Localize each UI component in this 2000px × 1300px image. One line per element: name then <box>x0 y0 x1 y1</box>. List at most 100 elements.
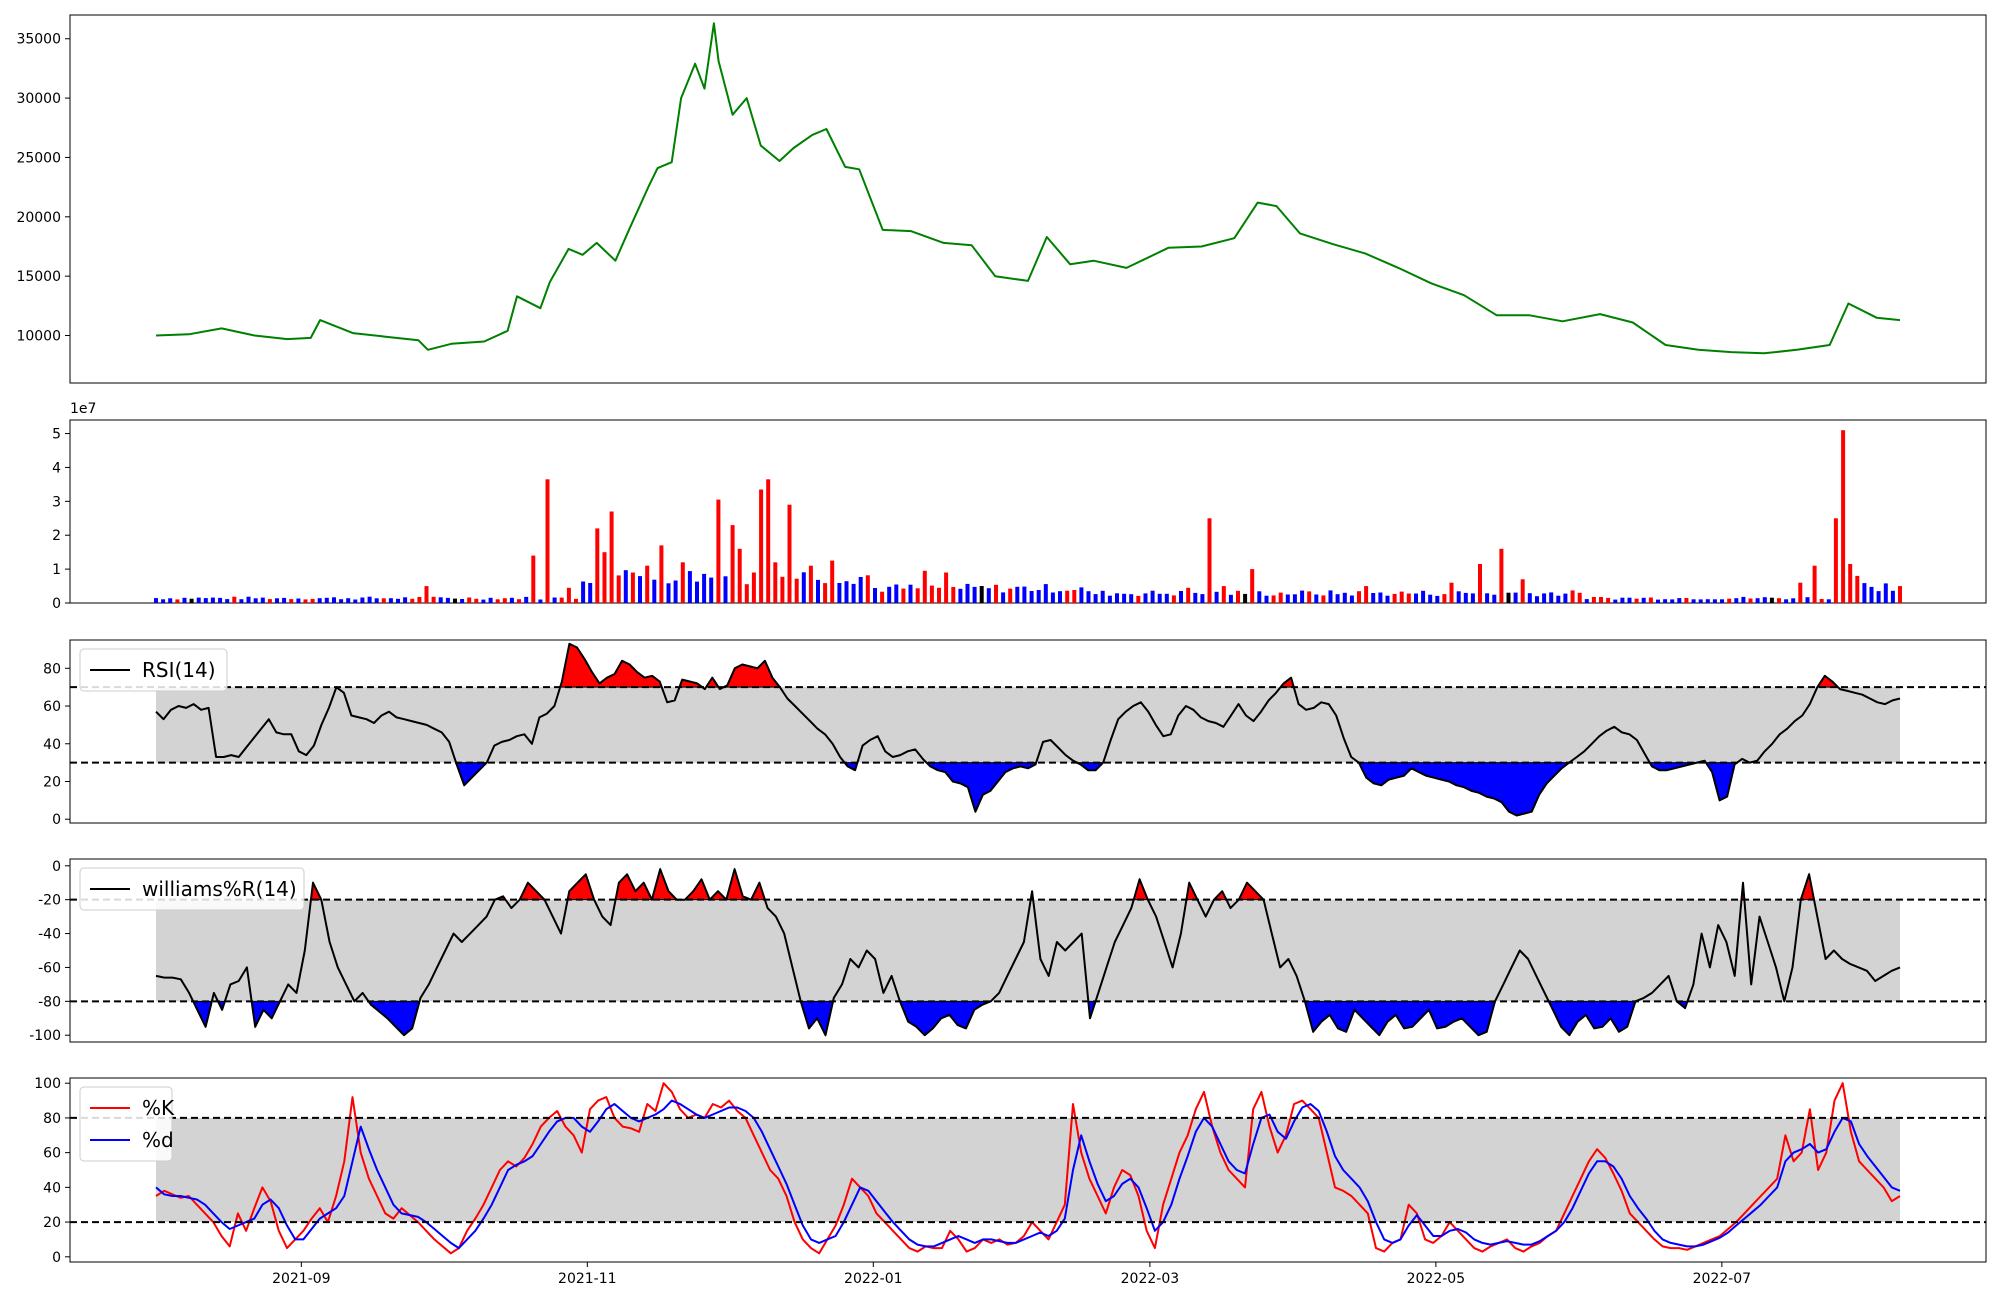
volume-bar <box>353 599 358 603</box>
legend-label: williams%R(14) <box>142 877 297 901</box>
volume-bar <box>210 597 215 603</box>
volume-bar <box>531 555 536 603</box>
y-tick-label: -40 <box>38 927 61 943</box>
volume-bar <box>1421 590 1426 603</box>
volume-bar <box>773 562 778 603</box>
volume-bar <box>1107 595 1112 603</box>
volume-bar <box>1428 594 1433 603</box>
volume-bar <box>154 598 158 603</box>
volume-bar <box>595 528 600 603</box>
volume-bar <box>545 479 550 603</box>
volume-bar <box>1221 586 1226 603</box>
williams-oversold-fill <box>1304 1000 1496 1037</box>
volume-bar <box>374 598 379 603</box>
volume-bar <box>1257 591 1262 603</box>
volume-bar <box>168 598 173 603</box>
y-tick-label: 20000 <box>16 210 61 226</box>
volume-bar <box>253 598 258 603</box>
volume-bar <box>1762 597 1767 603</box>
volume-bar <box>1100 590 1105 603</box>
volume-bar <box>1677 598 1682 603</box>
volume-bar <box>552 597 557 603</box>
volume-bar <box>1734 598 1739 603</box>
volume-bar <box>1399 591 1404 603</box>
volume-bar <box>1214 591 1219 603</box>
volume-bar <box>203 598 208 603</box>
legend-box <box>79 648 228 692</box>
neutral-band <box>156 687 1900 763</box>
volume-bar <box>1449 582 1454 603</box>
volume-bar <box>1819 599 1824 603</box>
williams-oversold-fill <box>367 1000 421 1036</box>
volume-bar <box>1862 583 1867 603</box>
volume-bar <box>1520 579 1525 603</box>
volume-bar <box>1812 565 1817 603</box>
volume-bar <box>1777 598 1781 603</box>
neutral-band <box>156 1117 1900 1223</box>
volume-bar <box>652 579 657 603</box>
volume-bar <box>1406 593 1411 603</box>
volume-bar <box>666 583 671 603</box>
volume-bar <box>282 597 287 603</box>
volume-bar <box>1307 591 1312 603</box>
x-tick-label: 2022-01 <box>844 1271 903 1287</box>
d-line <box>155 1099 1901 1250</box>
volume-bar <box>218 597 223 603</box>
volume-bar <box>1129 594 1134 603</box>
y-tick-label: -60 <box>38 960 61 976</box>
volume-bar <box>1236 590 1240 603</box>
volume-bar <box>709 577 714 603</box>
stochastic-panel: 0 20 40 60 80 100 %K %d <box>34 1076 1987 1266</box>
volume-bar <box>467 597 472 603</box>
volume-bar <box>659 545 664 603</box>
volume-bar <box>1492 594 1497 603</box>
volume-bar <box>1115 593 1119 603</box>
volume-bar <box>609 511 614 603</box>
volume-bar <box>1720 599 1724 603</box>
volume-bar <box>1200 594 1205 603</box>
volume-bar <box>1243 593 1248 603</box>
volume-bar <box>1741 596 1746 603</box>
volume-bar <box>1478 564 1482 603</box>
volume-bar <box>1656 599 1660 603</box>
volume-bar <box>908 584 913 603</box>
volume-bar <box>830 560 835 603</box>
volume-bar <box>538 599 543 603</box>
volume-bar <box>1378 592 1383 603</box>
rsi-panel: 0 20 40 60 80 RSI(14) <box>43 639 1987 828</box>
volume-bar <box>1869 586 1874 603</box>
volume-bar <box>1641 597 1646 603</box>
volume-bar <box>808 565 813 603</box>
volume-bar <box>1186 587 1191 604</box>
volume-bar <box>1250 569 1255 603</box>
volume-bar <box>645 565 650 603</box>
volume-bar <box>972 586 977 603</box>
volume-bar <box>246 596 251 603</box>
volume-bar <box>1050 592 1055 603</box>
volume-bar <box>673 580 678 603</box>
volume-bar <box>1898 586 1902 603</box>
volume-bar <box>417 597 422 603</box>
legend-label: %d <box>142 1128 174 1152</box>
williams-panel: 0 -20 -40 -60 -80 -100 williams%R(14) <box>29 858 1987 1044</box>
y-tick-label: 40 <box>43 737 61 753</box>
volume-bar <box>723 576 728 603</box>
volume-bar <box>1285 594 1290 603</box>
volume-bar <box>1414 593 1418 603</box>
volume-bar <box>566 587 571 604</box>
volume-bar <box>1506 592 1511 603</box>
volume-bar <box>303 599 308 603</box>
volume-bar <box>915 588 920 603</box>
y-tick-label: 0 <box>52 596 61 612</box>
legend-label: %K <box>142 1096 175 1120</box>
k-line <box>155 1082 1901 1255</box>
y-tick-label: 0 <box>52 812 61 828</box>
volume-bar <box>1833 518 1838 603</box>
volume-bar <box>1513 592 1518 603</box>
volume-bar <box>1599 597 1603 603</box>
volume-bar <box>1634 598 1639 603</box>
volume-bar <box>453 598 457 603</box>
volume-bar <box>837 583 842 603</box>
rsi-oversold-fill <box>1357 762 1571 816</box>
